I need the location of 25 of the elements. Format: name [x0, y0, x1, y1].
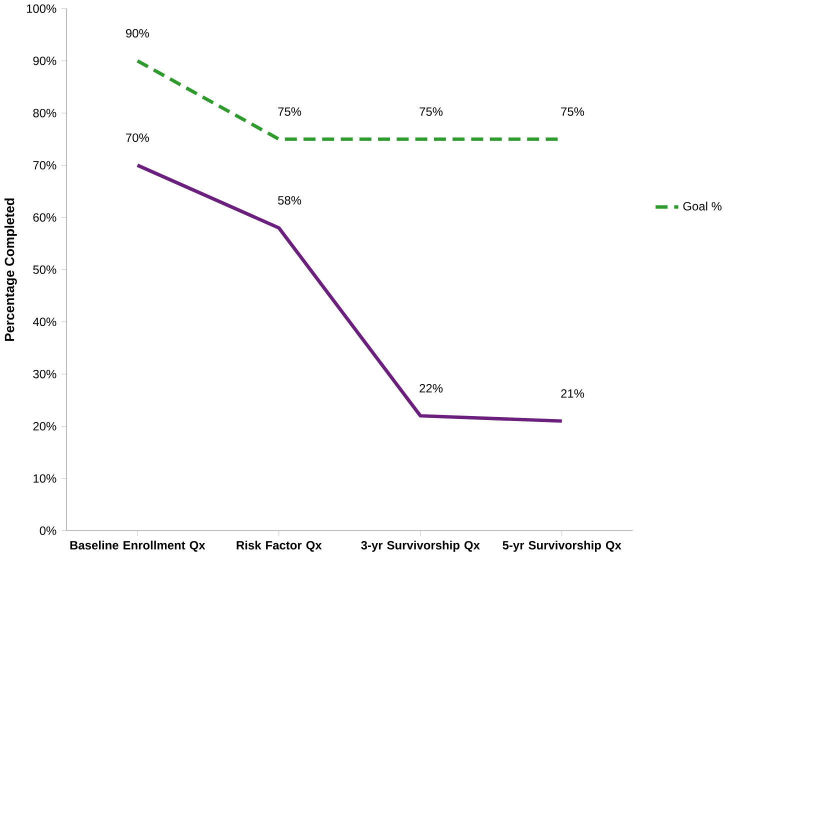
data-label: 90%: [126, 29, 149, 38]
data-label: 21%: [561, 389, 584, 398]
x-tick-label: 5-yr Survivorship Qx: [502, 540, 622, 552]
x-tick-label: Risk Factor Qx: [236, 540, 322, 552]
y-tick-label: 20%: [33, 422, 56, 431]
data-label: 75%: [420, 107, 443, 116]
legend-label: Goal %: [683, 202, 722, 211]
data-label: 58%: [278, 196, 302, 205]
data-label: 75%: [561, 107, 584, 116]
y-tick-label: 80%: [33, 108, 56, 118]
y-tick-label: 30%: [33, 370, 56, 378]
y-tick-label: 50%: [33, 265, 56, 274]
data-label: 70%: [126, 133, 149, 142]
y-tick-label: 0%: [40, 526, 56, 535]
x-tick-label: 3-yr Survivorship Qx: [361, 540, 480, 552]
y-tick-label: 90%: [33, 56, 56, 66]
y-tick-label: 60%: [33, 213, 56, 222]
data-label: 22%: [420, 384, 443, 393]
y-tick-label: 70%: [33, 161, 56, 170]
data-label: 75%: [278, 107, 302, 116]
x-tick-label: Baseline Enrollment Qx: [70, 540, 206, 552]
y-axis-title: Percentage Completed: [4, 198, 17, 341]
y-tick-label: 10%: [34, 474, 56, 483]
y-tick-label: 100%: [26, 4, 56, 13]
y-tick-label: 40%: [32, 318, 56, 326]
